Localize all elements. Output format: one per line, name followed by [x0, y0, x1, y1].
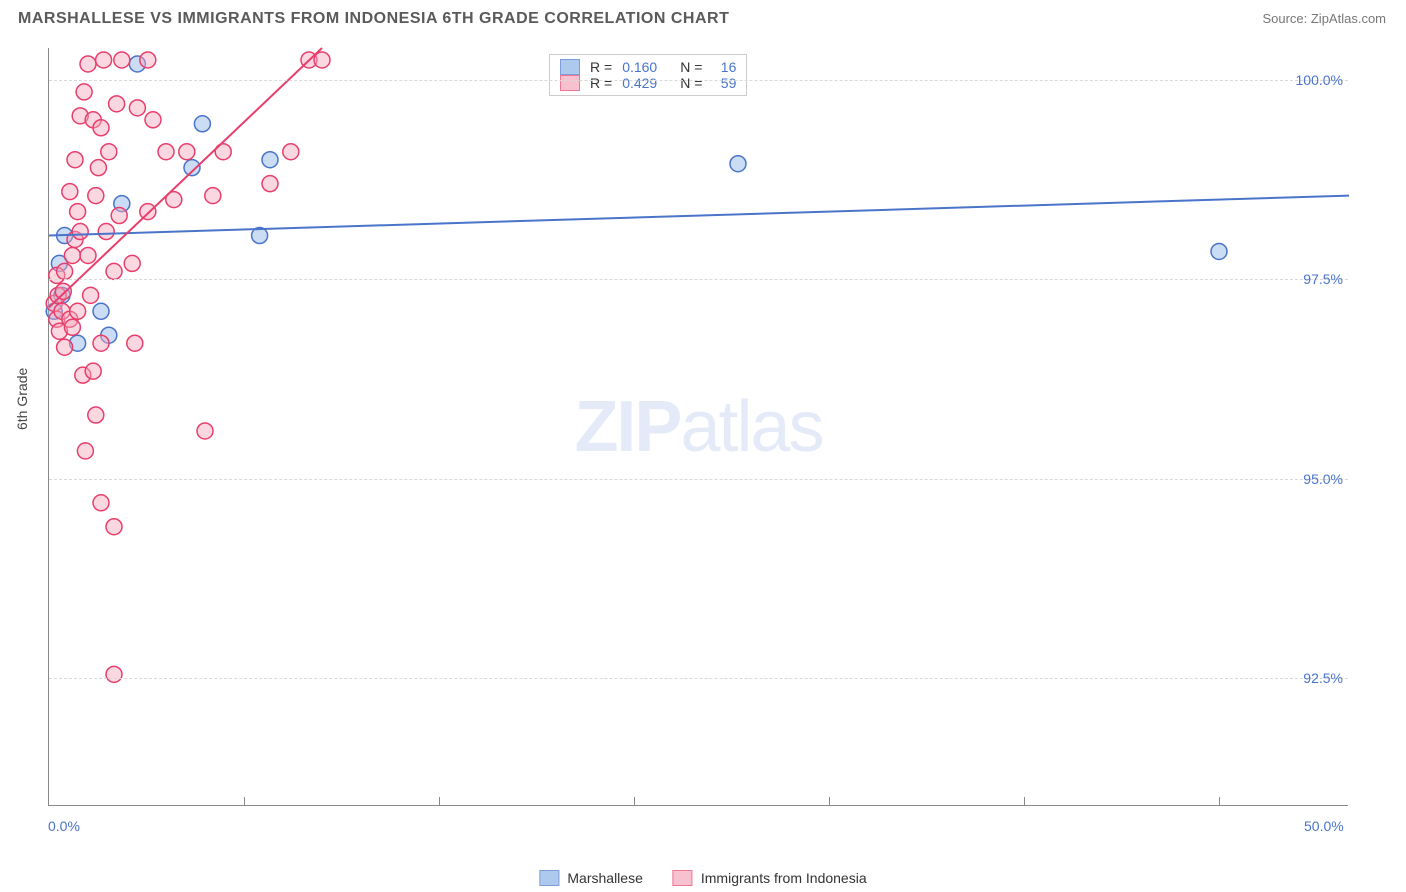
- legend-item-marshallese: Marshallese: [539, 870, 642, 886]
- point-indonesia: [64, 319, 80, 335]
- point-indonesia: [55, 283, 71, 299]
- scatter-plot-svg: [49, 48, 1348, 805]
- point-indonesia: [262, 176, 278, 192]
- point-indonesia: [57, 263, 73, 279]
- x-minor-tick: [829, 797, 830, 805]
- point-indonesia: [129, 100, 145, 116]
- point-indonesia: [197, 423, 213, 439]
- x-minor-tick: [634, 797, 635, 805]
- point-indonesia: [101, 144, 117, 160]
- point-indonesia: [83, 287, 99, 303]
- y-tick-label: 100.0%: [1288, 72, 1343, 88]
- gridline-h: [49, 678, 1348, 679]
- point-indonesia: [124, 255, 140, 271]
- x-minor-tick: [244, 797, 245, 805]
- stats-row-marshallese: R = 0.160 N = 16: [560, 59, 736, 75]
- point-indonesia: [64, 247, 80, 263]
- point-indonesia: [158, 144, 174, 160]
- point-indonesia: [205, 188, 221, 204]
- point-indonesia: [70, 303, 86, 319]
- trendline-marshallese: [49, 196, 1349, 236]
- legend-item-indonesia: Immigrants from Indonesia: [673, 870, 867, 886]
- r-label: R =: [590, 59, 612, 75]
- point-indonesia: [93, 495, 109, 511]
- point-indonesia: [85, 363, 101, 379]
- gridline-h: [49, 479, 1348, 480]
- x-minor-tick: [439, 797, 440, 805]
- point-indonesia: [62, 184, 78, 200]
- point-marshallese: [262, 152, 278, 168]
- legend-swatch-indonesia: [673, 870, 693, 886]
- point-indonesia: [93, 335, 109, 351]
- x-tick-right: 50.0%: [1304, 818, 1344, 834]
- legend-swatch-marshallese: [539, 870, 559, 886]
- x-minor-tick: [1024, 797, 1025, 805]
- point-indonesia: [57, 339, 73, 355]
- point-indonesia: [111, 208, 127, 224]
- point-indonesia: [145, 112, 161, 128]
- point-indonesia: [77, 443, 93, 459]
- y-tick-label: 97.5%: [1288, 271, 1343, 287]
- r-value-marshallese: 0.160: [622, 59, 670, 75]
- page-title: MARSHALLESE VS IMMIGRANTS FROM INDONESIA…: [18, 10, 729, 28]
- x-minor-tick: [1219, 797, 1220, 805]
- swatch-marshallese: [560, 59, 580, 75]
- legend-label-marshallese: Marshallese: [567, 870, 642, 886]
- point-indonesia: [93, 120, 109, 136]
- legend-bottom: Marshallese Immigrants from Indonesia: [539, 870, 866, 886]
- point-indonesia: [90, 160, 106, 176]
- y-axis-title: 6th Grade: [14, 368, 30, 430]
- point-indonesia: [70, 204, 86, 220]
- source-attribution: Source: ZipAtlas.com: [1262, 11, 1386, 26]
- swatch-indonesia: [560, 75, 580, 91]
- point-indonesia: [140, 204, 156, 220]
- point-marshallese: [194, 116, 210, 132]
- point-indonesia: [179, 144, 195, 160]
- x-tick-left: 0.0%: [48, 818, 80, 834]
- point-indonesia: [96, 52, 112, 68]
- r-value-indonesia: 0.429: [622, 75, 670, 91]
- point-indonesia: [283, 144, 299, 160]
- n-label: N =: [680, 75, 702, 91]
- point-indonesia: [106, 666, 122, 682]
- y-tick-label: 95.0%: [1288, 471, 1343, 487]
- n-label: N =: [680, 59, 702, 75]
- n-value-marshallese: 16: [712, 59, 736, 75]
- point-indonesia: [106, 519, 122, 535]
- point-marshallese: [93, 303, 109, 319]
- n-value-indonesia: 59: [712, 75, 736, 91]
- point-indonesia: [127, 335, 143, 351]
- point-indonesia: [114, 52, 130, 68]
- point-indonesia: [72, 224, 88, 240]
- gridline-h: [49, 279, 1348, 280]
- point-indonesia: [80, 56, 96, 72]
- point-indonesia: [140, 52, 156, 68]
- point-indonesia: [80, 247, 96, 263]
- y-tick-label: 92.5%: [1288, 670, 1343, 686]
- legend-label-indonesia: Immigrants from Indonesia: [701, 870, 867, 886]
- gridline-h: [49, 80, 1348, 81]
- point-indonesia: [88, 188, 104, 204]
- stats-legend: R = 0.160 N = 16 R = 0.429 N = 59: [549, 54, 747, 96]
- point-indonesia: [109, 96, 125, 112]
- point-indonesia: [98, 224, 114, 240]
- point-marshallese: [730, 156, 746, 172]
- point-marshallese: [1211, 243, 1227, 259]
- point-indonesia: [67, 152, 83, 168]
- point-indonesia: [88, 407, 104, 423]
- stats-row-indonesia: R = 0.429 N = 59: [560, 75, 736, 91]
- r-label: R =: [590, 75, 612, 91]
- point-indonesia: [106, 263, 122, 279]
- chart-plot-area: ZIPatlas R = 0.160 N = 16 R = 0.429 N = …: [48, 48, 1348, 806]
- point-marshallese: [184, 160, 200, 176]
- point-indonesia: [76, 84, 92, 100]
